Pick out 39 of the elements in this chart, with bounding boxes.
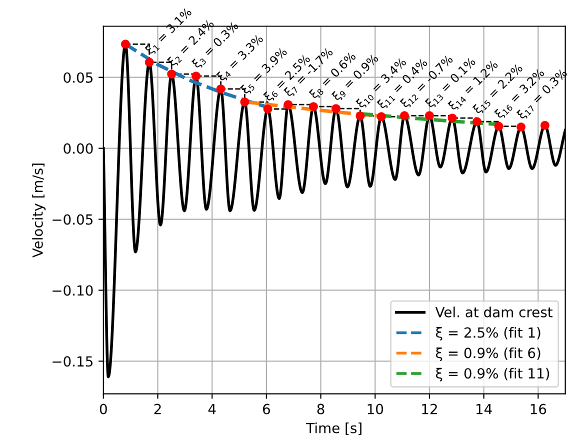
- y-tick-label: −0.05: [52, 214, 92, 225]
- point: [263, 104, 272, 114]
- point: [424, 111, 434, 120]
- legend-label: ξ = 0.9% (fit 6): [436, 347, 540, 361]
- x-tick-label: 6: [262, 404, 270, 414]
- point: [356, 111, 365, 120]
- point: [192, 72, 201, 81]
- point: [240, 98, 250, 107]
- legend-label: ξ = 0.9% (fit 11): [436, 368, 550, 382]
- x-tick-label: 16: [530, 404, 546, 414]
- point: [216, 84, 226, 94]
- point: [120, 40, 130, 49]
- x-tick-label: 12: [422, 404, 437, 414]
- point: [376, 112, 386, 122]
- x-tick-label: 14: [476, 404, 492, 414]
- x-tick-label: 0: [100, 404, 107, 414]
- y-axis-title: Velocity [m/s]: [32, 164, 46, 258]
- point: [494, 122, 504, 131]
- legend-label: Vel. at dam crest: [435, 306, 552, 318]
- point: [540, 120, 550, 130]
- point: [167, 70, 176, 79]
- point: [472, 117, 482, 126]
- x-tick-label: 10: [368, 404, 384, 414]
- y-tick-label: −0.10: [52, 285, 93, 296]
- point: [331, 104, 340, 114]
- point: [448, 114, 457, 123]
- y-tick-label: 0.00: [64, 143, 93, 154]
- legend-label: ξ = 2.5% (fit 1): [436, 327, 540, 340]
- point: [284, 100, 293, 110]
- point: [400, 111, 409, 120]
- point: [144, 58, 154, 67]
- y-tick-label: 0.05: [64, 72, 92, 83]
- x-axis-title: Time [s]: [306, 422, 362, 435]
- x-tick-label: 4: [208, 404, 216, 414]
- x-tick-label: 8: [317, 404, 324, 414]
- point: [516, 122, 526, 132]
- point: [308, 102, 318, 112]
- y-tick-label: −0.15: [52, 356, 92, 367]
- x-tick-label: 2: [154, 404, 161, 414]
